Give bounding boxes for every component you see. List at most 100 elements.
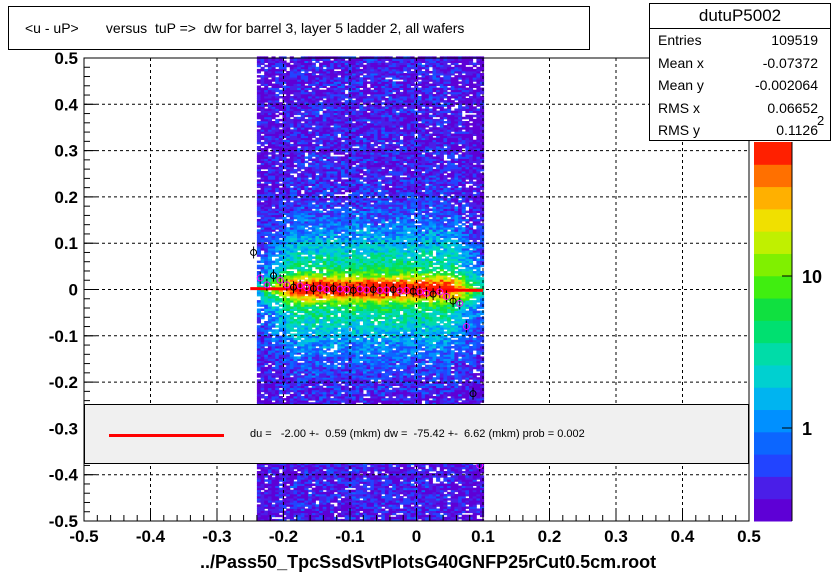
colorbar-segment [754, 175, 792, 188]
x-axis-title: ../Pass50_TpcSsdSvtPlotsG40GNFP25rCut0.5… [200, 552, 657, 572]
x-tick-label: -0.4 [136, 527, 166, 546]
profile-point [316, 284, 324, 292]
profile-point [323, 286, 331, 293]
colorbar-segment [754, 454, 792, 466]
colorbar-segment [754, 409, 792, 422]
colorbar-segment [754, 487, 792, 500]
x-tick-label: 0 [412, 527, 421, 546]
y-tick-label: -0.2 [49, 373, 78, 392]
stats-value: -0.07372 [762, 54, 818, 71]
y-tick-label: 0.2 [54, 188, 78, 207]
profile-point [383, 286, 391, 294]
colorbar-segment [754, 398, 792, 411]
stats-value: 0.06652 [767, 99, 818, 116]
profile-point [409, 287, 417, 295]
profile-point [289, 283, 297, 291]
profile-point [343, 286, 351, 293]
colorbar-segment [754, 298, 792, 310]
profile-point [270, 272, 278, 280]
profile-point [356, 285, 364, 293]
stats-name: dutuP5002 [650, 4, 830, 29]
stats-label: Entries [658, 32, 702, 48]
colorbar-segment [754, 376, 792, 388]
y-tick-label: -0.3 [49, 419, 78, 438]
profile-point [396, 287, 404, 295]
stats-value: 0.1126 [776, 122, 818, 138]
stats-value: -0.002064 [754, 77, 818, 93]
colorbar-segment [754, 264, 792, 277]
colorbar-segment [754, 253, 792, 266]
x-tick-label: 0.4 [671, 527, 695, 546]
colorbar-segment [754, 420, 792, 433]
colorbar-segment [754, 465, 792, 477]
colorbar-segment [754, 331, 792, 344]
profile-point [429, 290, 437, 298]
colorbar-segment [754, 320, 792, 332]
colorbar-segment [754, 153, 792, 165]
profile-point [363, 286, 371, 294]
profile-point [283, 281, 291, 289]
x-tick-label: 0.5 [737, 527, 761, 546]
colorbar-segment [754, 342, 792, 355]
colorbar-segment [754, 197, 792, 210]
colorbar-segment [754, 442, 792, 455]
colorbar-exponent: 2 [817, 113, 825, 128]
y-tick-label: 0 [69, 281, 78, 300]
colorbar: 1 10 [754, 142, 822, 522]
profile-point [369, 286, 377, 293]
colorbar-segment [754, 275, 792, 288]
profile-point [329, 285, 337, 293]
colorbar-segment [754, 220, 792, 232]
profile-point [276, 276, 284, 284]
y-tick-label: 0.5 [54, 49, 78, 68]
profile-point [376, 286, 384, 294]
colorbar-segment [754, 309, 792, 321]
profile-point [303, 284, 311, 292]
stats-row-rms-x: RMS x 0.06652 [650, 97, 830, 120]
profile-point [263, 281, 271, 289]
colorbar-segment [754, 364, 792, 377]
stats-row-rms-y: RMS y 0.1126 [650, 119, 830, 142]
colorbar-tick-label: 1 [802, 419, 812, 439]
stats-label: Mean x [658, 54, 704, 71]
x-tick-label: 0.1 [471, 527, 495, 546]
colorbar-segment [754, 242, 792, 254]
profile-point [349, 286, 357, 294]
profile-point [416, 288, 424, 296]
x-tick-label: -0.5 [69, 527, 98, 546]
profile-point [456, 299, 464, 307]
stats-row-mean-y: Mean y -0.002064 [650, 74, 830, 97]
colorbar-segment [754, 509, 792, 522]
y-tick-label: 0.4 [54, 95, 78, 114]
x-tick-label: -0.1 [335, 527, 364, 546]
colorbar-segment [754, 231, 792, 243]
y-tick-label: -0.4 [49, 466, 79, 485]
stats-row-entries: Entries 109519 [650, 29, 830, 52]
profile-point [403, 286, 411, 294]
stats-label: RMS x [658, 99, 700, 116]
stats-label: RMS y [658, 122, 700, 138]
colorbar-segment [754, 186, 792, 199]
y-tick-label: -0.5 [49, 512, 78, 531]
y-tick-label: -0.1 [49, 327, 78, 346]
colorbar-segment [754, 353, 792, 366]
colorbar-tick-label: 10 [802, 267, 822, 287]
profile-point [256, 274, 264, 282]
stats-label: Mean y [658, 77, 704, 93]
colorbar-segment [754, 387, 792, 399]
profile-point [296, 282, 304, 290]
x-axis: -0.5 -0.4 -0.3 -0.2 -0.1 0 0.1 0.2 0.3 0.4 0.5 [69, 509, 761, 546]
x-tick-label: 0.3 [604, 527, 628, 546]
stats-row-mean-x: Mean x -0.07372 [650, 52, 830, 75]
colorbar-segment [754, 164, 792, 176]
x-tick-label: -0.3 [202, 527, 231, 546]
stats-box: dutuP5002 Entries 109519 Mean x -0.07372 M… [649, 3, 831, 141]
x-tick-label: -0.2 [269, 527, 298, 546]
x-tick-label: 0.2 [538, 527, 562, 546]
fit-legend-text: du = -2.00 +- 0.59 (mkm) dw = -75.42 +- … [250, 428, 585, 440]
profile-point [309, 285, 317, 293]
colorbar-segment [754, 431, 792, 444]
profile-point [469, 390, 477, 398]
colorbar-segment [754, 208, 792, 221]
profile-point [462, 323, 470, 331]
